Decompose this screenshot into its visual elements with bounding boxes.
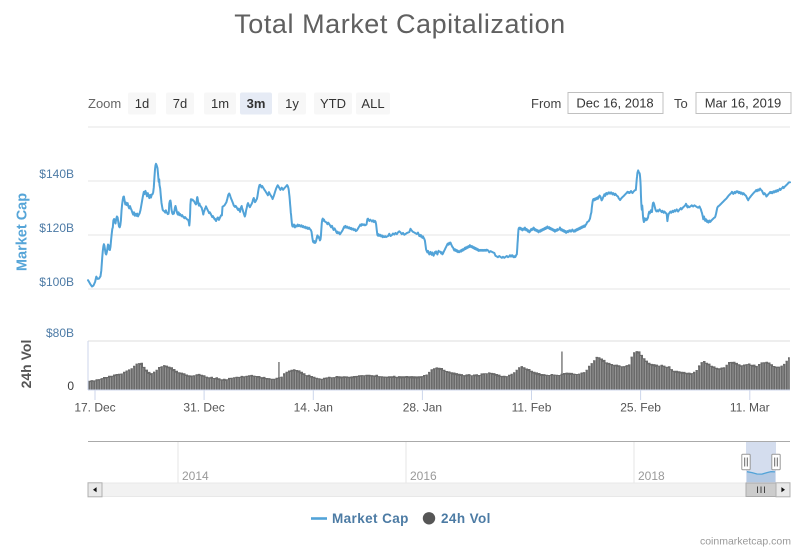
svg-text:From: From [531,96,561,111]
svg-text:7d: 7d [173,96,187,111]
svg-text:$100B: $100B [39,275,74,289]
svg-text:Mar 16, 2019: Mar 16, 2019 [705,96,782,111]
svg-text:YTD: YTD [320,96,346,111]
svg-text:$80B: $80B [46,326,74,340]
svg-text:Market Cap: Market Cap [15,193,31,271]
svg-text:3m: 3m [247,96,266,111]
svg-text:2018: 2018 [638,469,665,483]
svg-text:Market Cap: Market Cap [332,511,409,526]
svg-text:28. Jan: 28. Jan [403,401,442,415]
svg-text:1m: 1m [211,96,229,111]
svg-text:0: 0 [67,379,74,393]
svg-text:2014: 2014 [182,469,209,483]
svg-text:coinmarketcap.com: coinmarketcap.com [700,536,791,548]
svg-text:31. Dec: 31. Dec [183,401,224,415]
svg-text:17. Dec: 17. Dec [74,401,115,415]
svg-text:14. Jan: 14. Jan [294,401,333,415]
svg-text:25. Feb: 25. Feb [620,401,661,415]
svg-text:$120B: $120B [39,221,74,235]
svg-text:24h Vol: 24h Vol [18,340,34,389]
svg-text:11. Mar: 11. Mar [730,401,770,415]
svg-text:24h Vol: 24h Vol [441,511,491,526]
svg-text:Dec 16, 2018: Dec 16, 2018 [576,96,653,111]
svg-text:$140B: $140B [39,167,74,181]
svg-text:11. Feb: 11. Feb [512,401,552,415]
svg-text:To: To [674,96,688,111]
svg-text:1y: 1y [285,96,299,111]
svg-text:Total Market Capitalization: Total Market Capitalization [234,9,566,39]
svg-text:2016: 2016 [410,469,437,483]
svg-text:1d: 1d [135,96,149,111]
svg-text:ALL: ALL [361,96,384,111]
svg-text:Zoom: Zoom [88,96,121,111]
